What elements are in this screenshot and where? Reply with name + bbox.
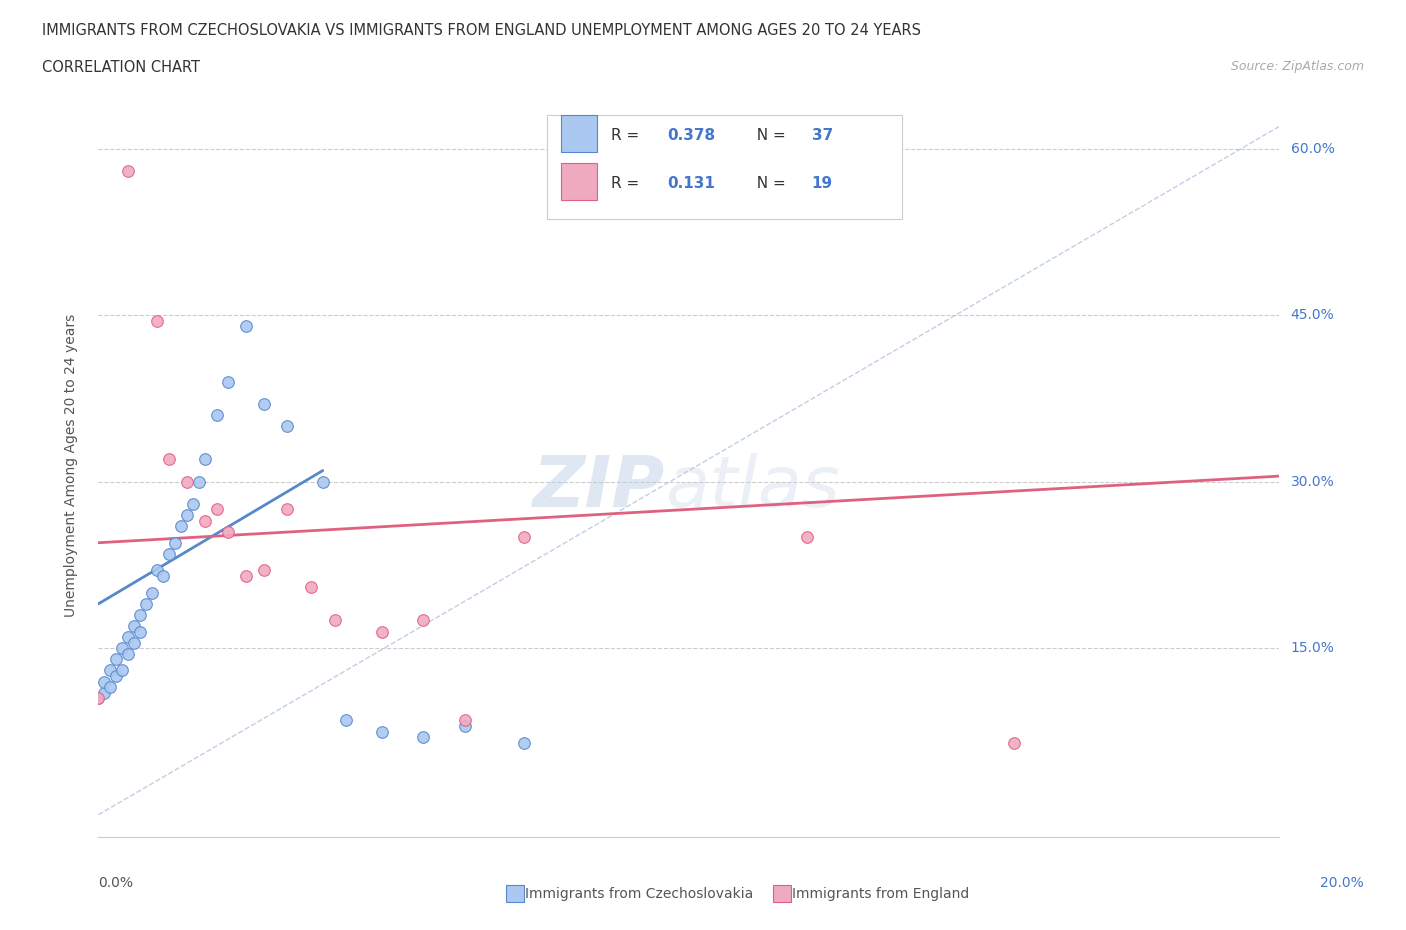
Point — [512, 736, 534, 751]
Point — [176, 508, 198, 523]
Point — [93, 674, 115, 689]
Point — [117, 646, 139, 661]
Text: 0.131: 0.131 — [668, 176, 716, 191]
Point — [371, 724, 394, 739]
Point — [276, 418, 298, 433]
Text: ZIP: ZIP — [533, 453, 665, 522]
Bar — [561, 163, 596, 200]
Point — [412, 613, 434, 628]
Point — [412, 730, 434, 745]
Point — [323, 613, 346, 628]
Point — [235, 319, 257, 334]
Point — [98, 663, 121, 678]
Point — [276, 502, 298, 517]
Text: N =: N = — [747, 176, 790, 191]
Point — [205, 502, 228, 517]
Point — [205, 407, 228, 422]
Point — [1002, 736, 1025, 751]
Text: 15.0%: 15.0% — [1291, 641, 1334, 656]
Point — [194, 452, 217, 467]
Text: 19: 19 — [811, 176, 832, 191]
Point — [181, 497, 204, 512]
Text: Immigrants from Czechoslovakia: Immigrants from Czechoslovakia — [526, 886, 754, 901]
Point — [87, 691, 110, 706]
Point — [335, 713, 357, 728]
Point — [176, 474, 198, 489]
Point — [122, 635, 145, 650]
Point — [796, 530, 818, 545]
Text: 45.0%: 45.0% — [1291, 308, 1334, 322]
Point — [157, 452, 180, 467]
Text: 60.0%: 60.0% — [1291, 141, 1334, 155]
Bar — [547, 115, 901, 219]
Point — [312, 474, 335, 489]
Point — [152, 568, 174, 583]
Point — [111, 641, 134, 656]
Point — [135, 596, 157, 611]
Text: CORRELATION CHART: CORRELATION CHART — [42, 60, 200, 75]
Point — [93, 685, 115, 700]
Y-axis label: Unemployment Among Ages 20 to 24 years: Unemployment Among Ages 20 to 24 years — [63, 313, 77, 617]
Point — [146, 313, 169, 328]
Text: 0.0%: 0.0% — [98, 876, 134, 890]
Point — [157, 547, 180, 562]
Point — [453, 719, 475, 734]
Point — [117, 630, 139, 644]
Text: R =: R = — [612, 128, 644, 143]
Point — [194, 513, 217, 528]
Point — [371, 624, 394, 639]
Point — [299, 579, 322, 594]
Point — [253, 563, 276, 578]
Point — [105, 669, 128, 684]
Text: Source: ZipAtlas.com: Source: ZipAtlas.com — [1230, 60, 1364, 73]
Point — [512, 530, 534, 545]
Text: R =: R = — [612, 176, 650, 191]
Point — [170, 519, 193, 534]
Point — [128, 607, 150, 622]
Point — [146, 563, 169, 578]
Point — [117, 164, 139, 179]
Text: 30.0%: 30.0% — [1291, 474, 1334, 488]
Point — [105, 652, 128, 667]
Point — [122, 618, 145, 633]
Text: Immigrants from England: Immigrants from England — [793, 886, 970, 901]
Point — [141, 585, 163, 600]
Point — [165, 536, 187, 551]
Text: 0.378: 0.378 — [668, 128, 716, 143]
Point — [217, 374, 239, 389]
Point — [111, 663, 134, 678]
Point — [187, 474, 209, 489]
Bar — [561, 115, 596, 153]
Text: IMMIGRANTS FROM CZECHOSLOVAKIA VS IMMIGRANTS FROM ENGLAND UNEMPLOYMENT AMONG AGE: IMMIGRANTS FROM CZECHOSLOVAKIA VS IMMIGR… — [42, 23, 921, 38]
Text: atlas: atlas — [665, 453, 839, 522]
Point — [235, 568, 257, 583]
Text: 20.0%: 20.0% — [1320, 876, 1364, 890]
Point — [253, 396, 276, 411]
Point — [217, 525, 239, 539]
Point — [453, 713, 475, 728]
Point — [87, 691, 110, 706]
Point — [98, 680, 121, 695]
Text: 37: 37 — [811, 128, 832, 143]
Point — [128, 624, 150, 639]
Text: N =: N = — [747, 128, 790, 143]
